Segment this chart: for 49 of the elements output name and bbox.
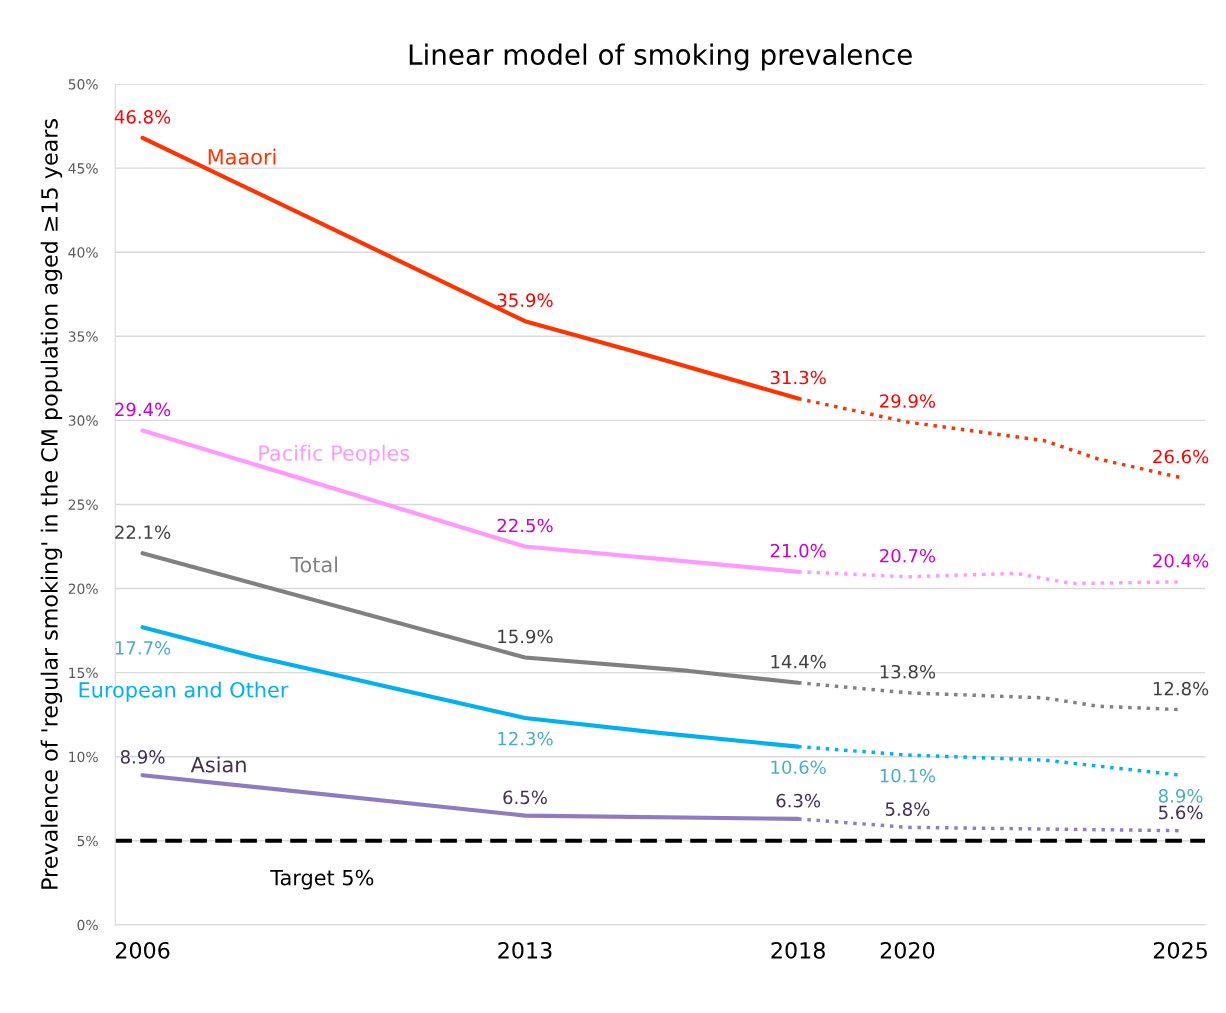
series-label: Pacific Peoples xyxy=(259,444,410,465)
y-tick-label: 30% xyxy=(68,415,98,426)
data-label: 6.5% xyxy=(503,790,547,805)
y-tick-label: 50% xyxy=(68,79,98,90)
series-label: Total xyxy=(290,556,338,573)
y-tick-label: 45% xyxy=(68,163,98,174)
x-tick-label: 2020 xyxy=(880,941,935,959)
data-label: 29.9% xyxy=(880,394,936,408)
y-tick-label: 40% xyxy=(68,247,98,258)
data-label: 6.3% xyxy=(776,793,821,808)
y-tick-label: 20% xyxy=(68,583,98,595)
data-label: 22.5% xyxy=(497,518,553,533)
data-label: 31.3% xyxy=(770,370,826,385)
data-label: 10.6% xyxy=(771,760,826,775)
data-label: 14.4% xyxy=(771,654,826,669)
y-tick-label: 0% xyxy=(77,919,98,931)
y-tick-label: 5% xyxy=(77,835,98,847)
data-label: 21.0% xyxy=(770,543,826,558)
x-tick-label: 2006 xyxy=(115,941,170,959)
series-label: European and Other xyxy=(79,681,289,702)
data-label: 12.8% xyxy=(1153,681,1209,696)
data-label: 20.7% xyxy=(880,548,936,563)
data-label: 13.8% xyxy=(880,664,936,679)
data-label: 12.3% xyxy=(498,731,553,746)
data-label: 29.4% xyxy=(115,402,171,417)
data-label: 5.8% xyxy=(885,802,930,816)
y-tick-label: 25% xyxy=(68,499,98,510)
ref-line-label: Target 5% xyxy=(270,869,374,890)
y-tick-label: 15% xyxy=(69,667,98,679)
data-label: 5.6% xyxy=(1159,805,1203,820)
data-label: 26.6% xyxy=(1153,449,1209,464)
data-label: 20.4% xyxy=(1153,553,1209,568)
x-tick-label: 2018 xyxy=(771,941,825,959)
data-label: 8.9% xyxy=(120,750,165,764)
data-label: 46.8% xyxy=(114,110,171,124)
x-tick-label: 2025 xyxy=(1153,941,1207,959)
data-label: 22.1% xyxy=(115,525,171,540)
y-axis-title: Prevalence of 'regular smoking' in the CM population aged ≥15 years xyxy=(40,119,63,889)
data-label: 15.9% xyxy=(498,629,553,644)
data-label: 35.9% xyxy=(497,293,553,307)
y-tick-label: 10% xyxy=(69,751,98,763)
series-label: Maaori xyxy=(208,148,276,165)
data-label: 8.9% xyxy=(1158,789,1203,803)
chart-title: Linear model of smoking prevalence xyxy=(409,43,912,71)
y-tick-label: 35% xyxy=(68,331,98,342)
data-label: 10.1% xyxy=(880,768,936,783)
x-tick-label: 2013 xyxy=(498,941,552,959)
data-label: 17.7% xyxy=(115,641,171,655)
series-label: Asian xyxy=(190,756,246,773)
